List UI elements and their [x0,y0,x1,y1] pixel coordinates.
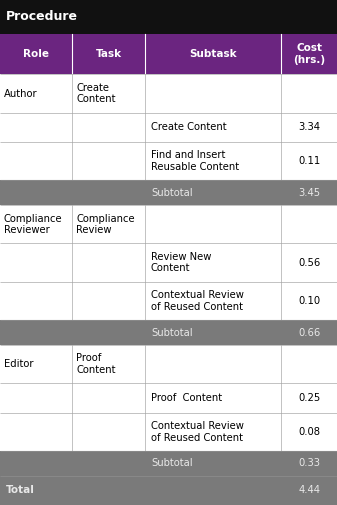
Bar [72,413,145,451]
Text: Subtotal: Subtotal [151,459,192,468]
Bar [0,74,72,113]
Text: Compliance
Review: Compliance Review [76,214,135,235]
Bar [281,345,337,383]
Bar [72,113,145,142]
Text: 0.56: 0.56 [298,258,320,268]
Text: 0.33: 0.33 [298,459,320,468]
Text: Subtotal: Subtotal [151,188,192,198]
Bar [281,383,337,413]
Text: Compliance
Reviewer: Compliance Reviewer [4,214,63,235]
Text: Proof
Content: Proof Content [76,354,116,375]
Bar [0,113,72,142]
Bar [0,383,72,413]
Text: Cost
(hrs.): Cost (hrs.) [293,43,325,65]
Text: Total: Total [6,485,35,495]
Text: Editor: Editor [4,359,33,369]
Text: Procedure: Procedure [6,11,78,23]
Bar [72,142,145,180]
Bar [281,113,337,142]
Text: Contextual Review
of Reused Content: Contextual Review of Reused Content [151,421,244,442]
Text: Role: Role [23,49,49,59]
Text: Subtotal: Subtotal [151,328,192,337]
Text: Find and Insert
Reusable Content: Find and Insert Reusable Content [151,150,239,172]
Bar [72,205,145,243]
Bar [145,243,281,282]
Text: 0.10: 0.10 [298,296,320,306]
Bar [72,383,145,413]
Text: Author: Author [4,88,38,98]
Text: 0.11: 0.11 [298,156,320,166]
Text: 3.34: 3.34 [298,122,320,132]
Bar [145,205,281,243]
Text: Proof  Content: Proof Content [151,393,222,403]
Text: Contextual Review
of Reused Content: Contextual Review of Reused Content [151,290,244,312]
Text: Task: Task [96,49,122,59]
Text: 0.08: 0.08 [298,427,320,437]
Bar [72,282,145,320]
Bar [72,34,145,74]
Bar [145,113,281,142]
Bar [0,476,337,505]
Bar [72,243,145,282]
Bar [281,205,337,243]
Bar [0,345,72,383]
Text: 3.45: 3.45 [298,188,320,198]
Bar [0,142,72,180]
Bar [281,413,337,451]
Bar [281,74,337,113]
Bar [145,142,281,180]
Bar [0,413,72,451]
Bar [72,74,145,113]
Bar [0,205,72,243]
Bar [0,320,337,345]
Bar [0,243,72,282]
Bar [0,0,337,34]
Text: Review New
Content: Review New Content [151,252,211,273]
Bar [145,345,281,383]
Bar [145,282,281,320]
Bar [281,142,337,180]
Bar [0,180,337,205]
Bar [145,74,281,113]
Bar [145,383,281,413]
Bar [0,282,72,320]
Bar [0,451,337,476]
Bar [281,243,337,282]
Text: 0.66: 0.66 [298,328,320,337]
Text: Create Content: Create Content [151,122,226,132]
Bar [281,282,337,320]
Bar [281,34,337,74]
Text: 0.25: 0.25 [298,393,320,403]
Text: Create
Content: Create Content [76,83,116,105]
Bar [145,413,281,451]
Text: Subtask: Subtask [189,49,237,59]
Bar [145,34,281,74]
Bar [72,345,145,383]
Text: 4.44: 4.44 [298,485,320,495]
Bar [0,34,72,74]
